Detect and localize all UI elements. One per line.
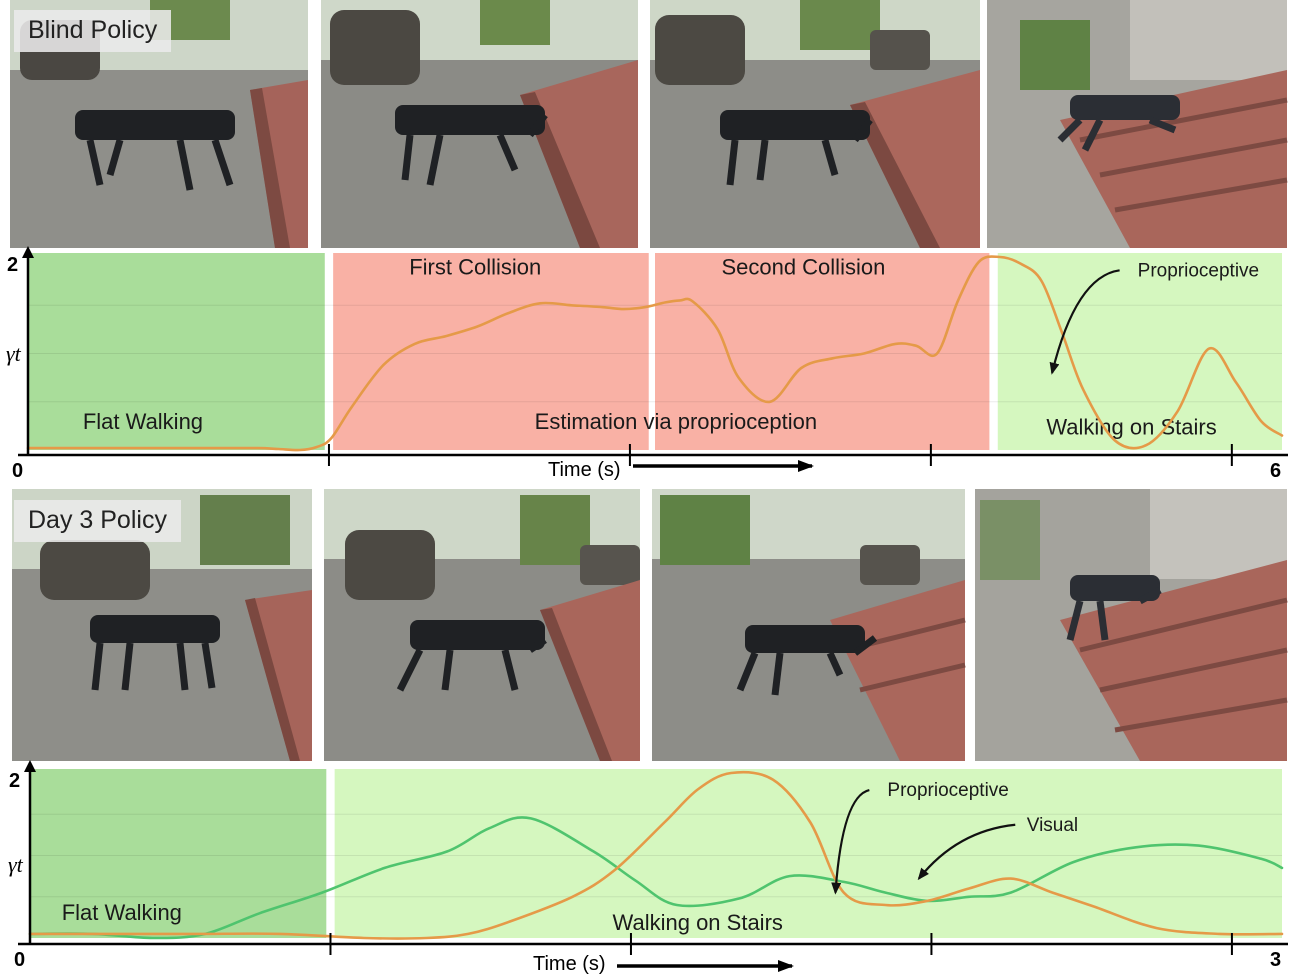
panel-blind-policy: Flat Walking First Collision Second Collis…: [6, 0, 1288, 482]
x-tick-label-1: 6: [1270, 460, 1281, 482]
chart-blind-policy: Flat Walking First Collision Second Collis…: [6, 246, 1288, 482]
robot-dog: [75, 110, 235, 191]
series-line-0: [28, 816, 1284, 940]
robot-dog: [720, 110, 873, 186]
robot-dog: [396, 620, 547, 692]
region-0: [30, 769, 327, 938]
photo-frame-2: [324, 489, 640, 761]
region-0: [28, 253, 325, 450]
photo-strip-blind: [10, 0, 1288, 248]
robot-dog: [1066, 575, 1162, 641]
x-axis-label: Time (s): [548, 459, 621, 481]
robot-dog: [1057, 95, 1180, 152]
y-axis-label: γt: [8, 852, 24, 877]
region-label-2: Second Collision: [721, 254, 885, 279]
annotation-0: Proprioceptive: [887, 780, 1008, 801]
photo-frame-3: [652, 489, 966, 761]
panel-day3-policy: Flat Walking Walking on Stairs 0 3 2 γt Tim…: [8, 489, 1288, 975]
chart-ticks: 0 3 2: [9, 770, 1281, 971]
photo-strip-day3: [12, 489, 1288, 761]
x-tick-label-0: 0: [12, 460, 23, 482]
x-axis-label: Time (s): [533, 953, 606, 975]
chart-labels: γt Time (s): [6, 341, 814, 481]
y-axis-label: γt: [6, 341, 22, 366]
photo-frame-4: [975, 489, 1288, 761]
chart-regions: Flat Walking Walking on Stairs: [30, 769, 1282, 938]
x-tick-label-1: 3: [1270, 949, 1281, 971]
annotation-1: Proprioceptive: [1138, 260, 1259, 281]
series-line-1: [28, 770, 1284, 940]
y-tick-label-0: 2: [7, 254, 18, 276]
chart-axes: [18, 246, 1288, 457]
region-label-3: Walking on Stairs: [1046, 415, 1216, 440]
y-tick-label-0: 2: [9, 770, 20, 792]
robot-dog: [90, 615, 220, 691]
chart-annotations: Estimation via proprioception Propriocept…: [535, 260, 1259, 433]
robot-dog: [395, 105, 548, 186]
chart-series: [26, 255, 1284, 452]
region-label-1: Walking on Stairs: [613, 910, 783, 935]
chart-axes: [18, 760, 1288, 946]
policy-label-day3: Day 3 Policy: [14, 500, 181, 542]
photo-frame-2: [321, 0, 638, 248]
annotation-arrow-1: [917, 823, 1016, 881]
region-label-1: First Collision: [409, 254, 541, 279]
region-1: [333, 253, 649, 450]
region-label-0: Flat Walking: [83, 409, 203, 434]
x-tick-label-0: 0: [14, 949, 25, 971]
robot-dog: [736, 625, 878, 696]
annotation-0: Estimation via proprioception: [535, 409, 817, 434]
series-line-0: [26, 255, 1284, 452]
region-label-0: Flat Walking: [62, 900, 182, 925]
annotation-1: Visual: [1027, 815, 1078, 836]
region-1: [334, 769, 1282, 938]
chart-labels: γt Time (s): [8, 852, 794, 975]
chart-day3-policy: Flat Walking Walking on Stairs 0 3 2 γt Tim…: [8, 760, 1288, 975]
chart-ticks: 0 6 2: [7, 254, 1281, 482]
region-2: [655, 253, 990, 450]
photo-frame-3: [650, 0, 980, 248]
photo-frame-4: [987, 0, 1288, 248]
policy-label-blind: Blind Policy: [14, 10, 172, 52]
annotation-arrow-0: [831, 789, 870, 895]
chart-series: [28, 770, 1284, 940]
annotation-arrow-1: [1049, 269, 1120, 375]
chart-annotations: Proprioceptive Visual: [831, 780, 1078, 895]
